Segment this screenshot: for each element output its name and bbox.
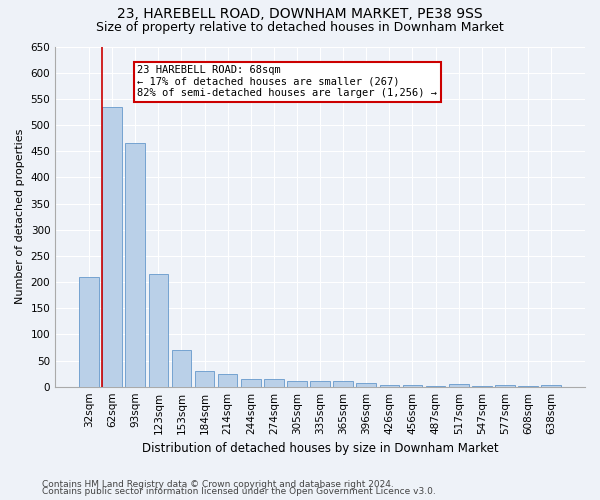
Text: Size of property relative to detached houses in Downham Market: Size of property relative to detached ho… <box>96 21 504 34</box>
Bar <box>172 350 191 387</box>
Bar <box>449 384 469 386</box>
Text: 23 HAREBELL ROAD: 68sqm
← 17% of detached houses are smaller (267)
82% of semi-d: 23 HAREBELL ROAD: 68sqm ← 17% of detache… <box>137 65 437 98</box>
Bar <box>287 382 307 386</box>
Bar <box>79 277 99 386</box>
Y-axis label: Number of detached properties: Number of detached properties <box>15 129 25 304</box>
Bar <box>125 144 145 386</box>
Bar <box>310 382 330 386</box>
Bar <box>195 371 214 386</box>
Bar <box>380 385 399 386</box>
Text: Contains public sector information licensed under the Open Government Licence v3: Contains public sector information licen… <box>42 488 436 496</box>
Text: 23, HAREBELL ROAD, DOWNHAM MARKET, PE38 9SS: 23, HAREBELL ROAD, DOWNHAM MARKET, PE38 … <box>117 8 483 22</box>
Bar <box>149 274 168 386</box>
Bar <box>218 374 238 386</box>
Bar <box>541 385 561 386</box>
Bar <box>241 379 260 386</box>
Bar <box>264 379 284 386</box>
Bar <box>403 385 422 386</box>
Bar <box>103 106 122 386</box>
Bar <box>495 385 515 386</box>
Bar <box>334 382 353 386</box>
X-axis label: Distribution of detached houses by size in Downham Market: Distribution of detached houses by size … <box>142 442 499 455</box>
Bar <box>356 383 376 386</box>
Text: Contains HM Land Registry data © Crown copyright and database right 2024.: Contains HM Land Registry data © Crown c… <box>42 480 394 489</box>
